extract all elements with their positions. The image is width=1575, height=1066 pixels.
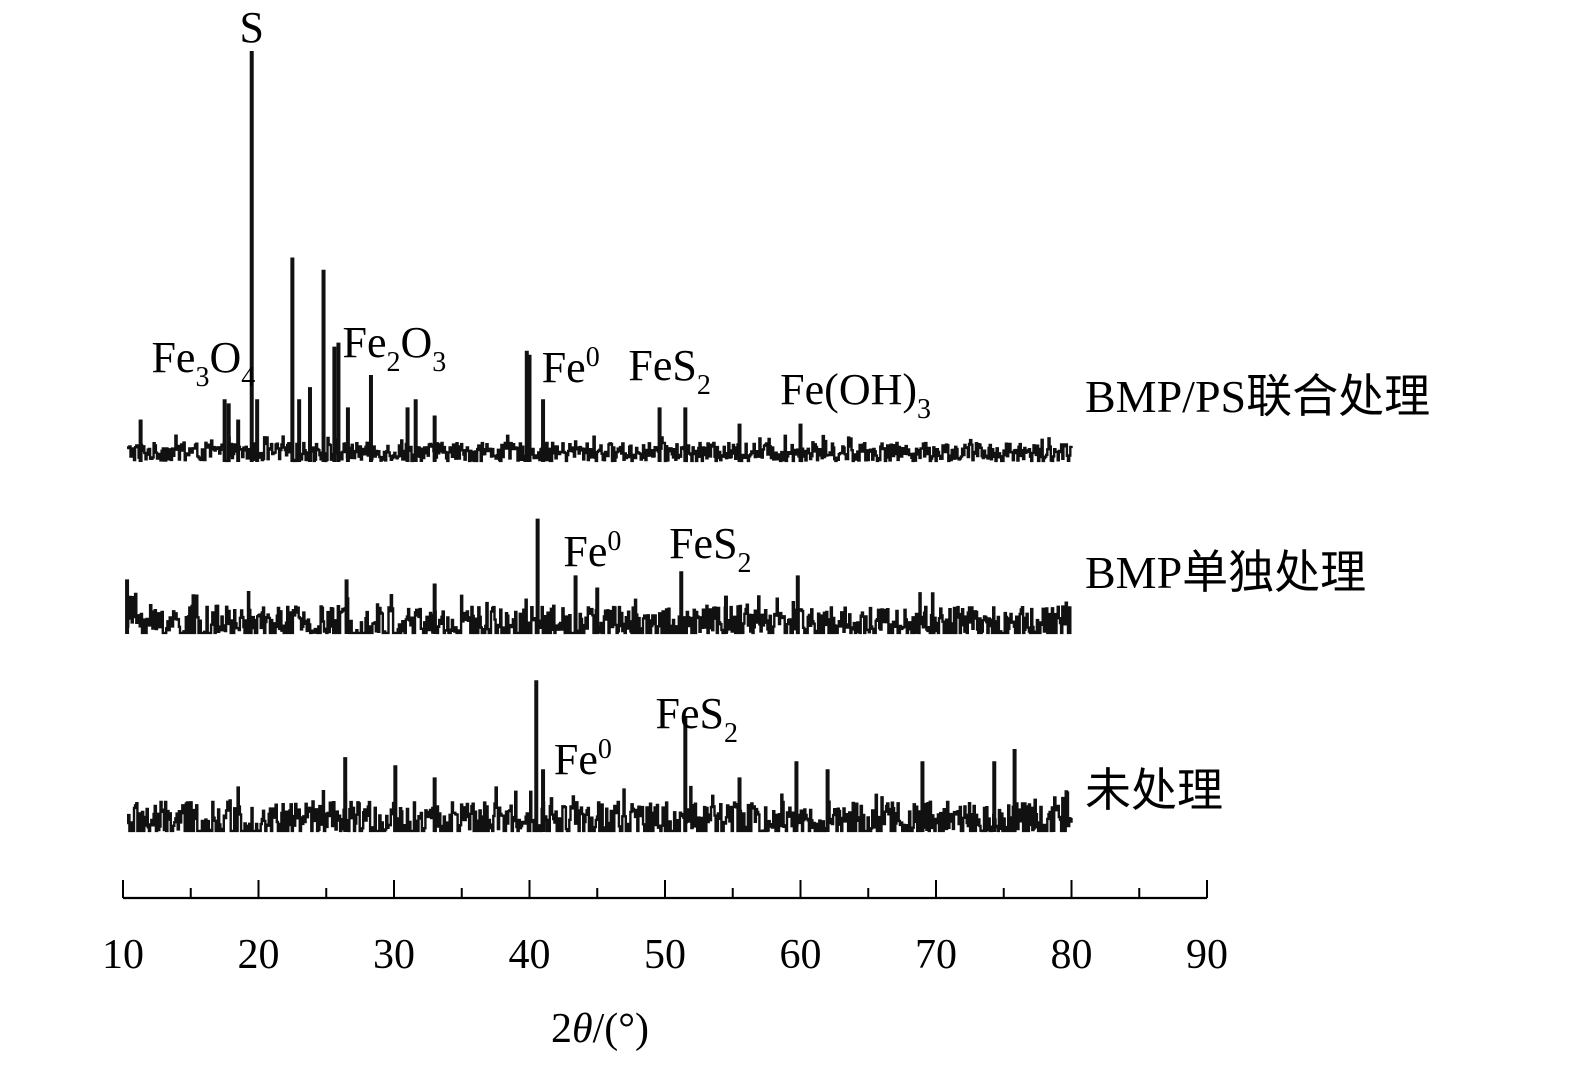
peak-label-part: Fe(OH) (780, 365, 917, 414)
peak-label-part: 2 (738, 548, 752, 579)
series-label: BMP/PS联合处理 (1085, 371, 1430, 422)
peak-label-part: Fe (151, 333, 195, 382)
peak-label: Fe0 (554, 734, 612, 784)
peak-label-part: Fe (542, 343, 586, 392)
x-tick-label: 80 (1051, 932, 1093, 978)
peak-label: FeS2 (669, 519, 751, 579)
peak-label: Fe0 (542, 342, 600, 392)
x-tick-label: 30 (373, 932, 415, 978)
pattern-noise-trace (126, 785, 1073, 833)
peak-label-part: FeS (656, 689, 724, 738)
peak-label-part: 3 (195, 362, 209, 393)
peak-label-part: FeS (628, 341, 696, 390)
peak-label-part: Fe (343, 318, 387, 367)
peak-label-part: 2 (697, 370, 711, 401)
peak-label-part: 3 (432, 347, 446, 378)
x-tick-label: 10 (102, 932, 144, 978)
xrd-patterns (125, 51, 1073, 833)
peak-label-part: 4 (241, 362, 255, 393)
x-axis-title-prefix: 2 (551, 1006, 572, 1052)
x-tick-label: 20 (238, 932, 280, 978)
peak-label: FeS2 (656, 689, 738, 749)
peak-label-part: 0 (598, 734, 612, 765)
peak-label: FeS2 (628, 341, 710, 401)
peak-label-part: Fe (563, 527, 607, 576)
peak-label: Fe(OH)3 (780, 365, 931, 425)
series-label: BMP单独处理 (1085, 547, 1366, 598)
peak-label-part: O (209, 333, 241, 382)
x-axis: 10 20 30 40 50 60 70 80 90 (102, 880, 1228, 978)
peak-label-part: 0 (586, 342, 600, 373)
peak-label-part: S (239, 3, 263, 52)
peak-label-part: 3 (917, 394, 931, 425)
x-axis-title-unit: /(°) (593, 1006, 649, 1052)
x-tick-label: 40 (509, 932, 551, 978)
peak-label: S (239, 3, 263, 52)
peak-label-part: 0 (607, 526, 621, 557)
x-tick-label: 90 (1186, 932, 1228, 978)
peak-label-part: 2 (724, 718, 738, 749)
x-axis-title-theta: θ (572, 1006, 593, 1052)
xrd-pattern-1 (126, 51, 1073, 463)
x-axis-tick-labels: 10 20 30 40 50 60 70 80 90 (102, 932, 1228, 978)
peak-label-part: Fe (554, 735, 598, 784)
series-label: 未处理 (1085, 765, 1223, 816)
x-axis-ticks (122, 880, 1208, 898)
pattern-noise-trace (126, 591, 1072, 635)
peak-label-part: 2 (387, 347, 401, 378)
x-axis-title: 2θ/(°) (551, 1006, 649, 1052)
peak-label-part: O (401, 318, 433, 367)
x-tick-label: 70 (915, 932, 957, 978)
xrd-pattern-3 (126, 680, 1073, 833)
x-tick-label: 60 (780, 932, 822, 978)
peak-label: Fe0 (563, 526, 621, 576)
x-tick-label: 50 (644, 932, 686, 978)
peak-label: Fe3O4 (151, 333, 255, 393)
xrd-pattern-2 (125, 518, 1072, 635)
peak-label: Fe2O3 (343, 318, 447, 378)
pattern-noise-trace (126, 434, 1073, 463)
peak-label-part: FeS (669, 519, 737, 568)
